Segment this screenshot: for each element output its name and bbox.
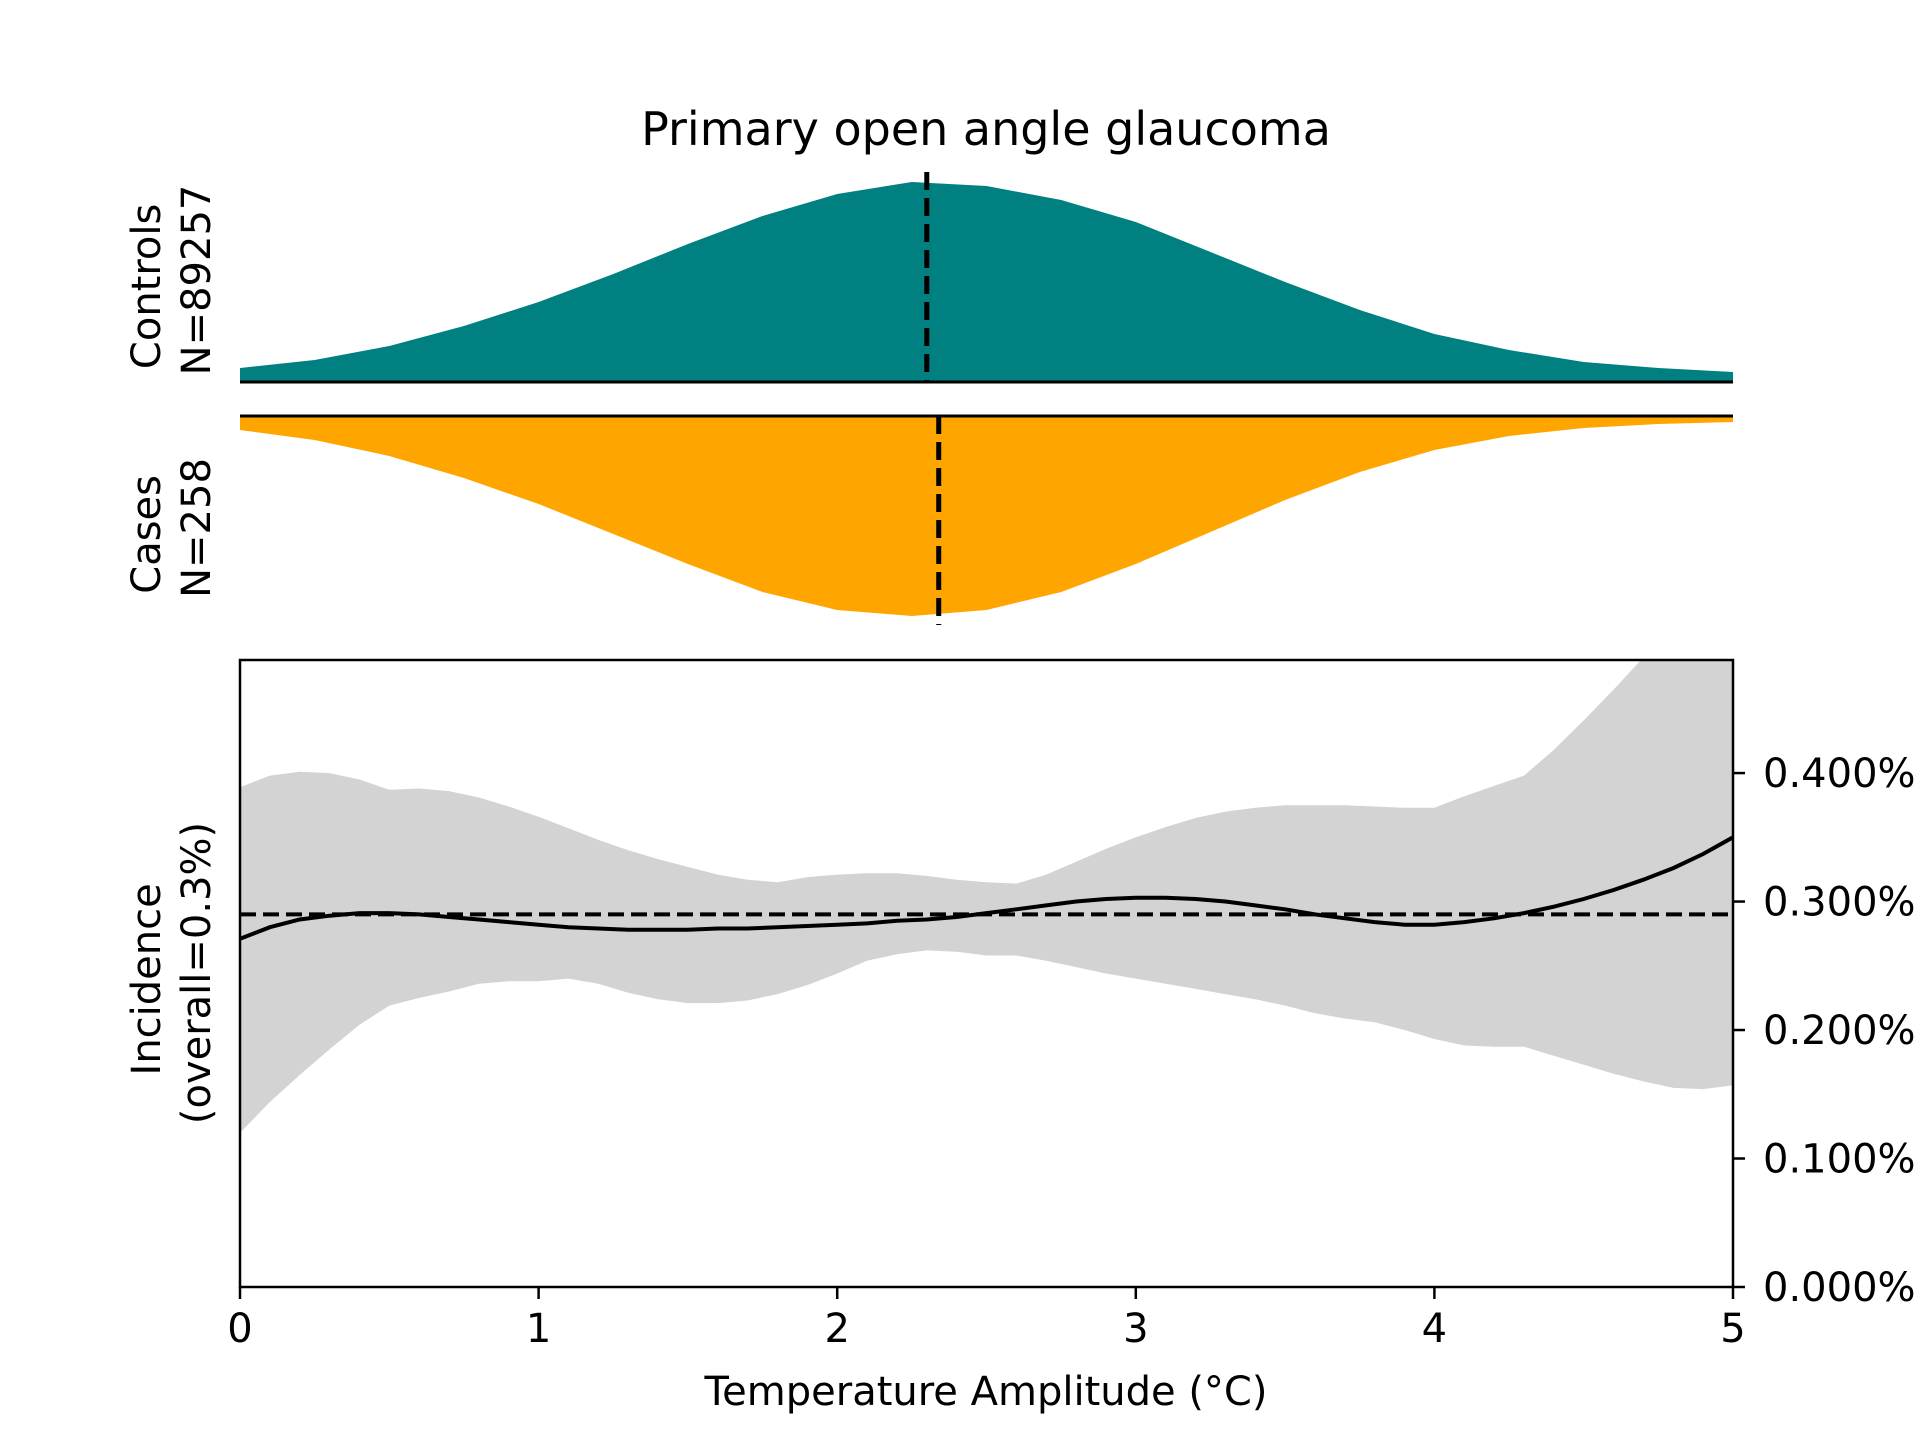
- x-axis-label: Temperature Amplitude (°C): [704, 1369, 1268, 1415]
- controls-density-area: [240, 182, 1733, 382]
- chart-title: Primary open angle glaucoma: [641, 102, 1331, 156]
- incidence-axis-label: Incidence (overall=0.3%): [124, 822, 220, 1124]
- x-tick-label: 4: [1422, 1306, 1447, 1352]
- cases-label-name: Cases: [124, 475, 170, 594]
- cases-label-count: N=258: [174, 458, 220, 598]
- incidence-label-name: Incidence: [124, 883, 170, 1075]
- y-tick-label: 0.400%: [1763, 751, 1916, 797]
- x-tick-label: 2: [824, 1306, 849, 1352]
- x-tick-label: 0: [227, 1306, 252, 1352]
- incidence-line: [240, 835, 1733, 941]
- x-tick-label: 3: [1123, 1306, 1148, 1352]
- controls-label: Controls N=89257: [124, 185, 220, 376]
- cases-label: Cases N=258: [124, 458, 220, 598]
- y-tick-label: 0.200%: [1763, 1008, 1916, 1054]
- x-tick-label: 1: [526, 1306, 551, 1352]
- cases-panel: Cases N=258: [124, 414, 1733, 625]
- incidence-panel: 0 1 2 3 4 5 0.000% 0.100% 0.200% 0.300% 0.400% Te…: [124, 658, 1916, 1415]
- incidence-label-overall: (overall=0.3%): [174, 822, 220, 1124]
- y-tick-label: 0.100%: [1763, 1137, 1916, 1183]
- controls-label-name: Controls: [124, 204, 170, 369]
- y-axis-right: 0.000% 0.100% 0.200% 0.300% 0.400%: [1733, 751, 1916, 1311]
- plot-frame: [238, 658, 1735, 1289]
- y-tick-label: 0.300%: [1763, 880, 1916, 926]
- y-tick-label: 0.000%: [1763, 1265, 1916, 1311]
- controls-label-count: N=89257: [174, 185, 220, 376]
- confidence-band: [240, 660, 1733, 1133]
- x-tick-label: 5: [1720, 1306, 1745, 1352]
- controls-panel: Controls N=89257: [124, 172, 1733, 384]
- x-axis: 0 1 2 3 4 5: [227, 1287, 1746, 1352]
- cases-density-area: [240, 416, 1733, 616]
